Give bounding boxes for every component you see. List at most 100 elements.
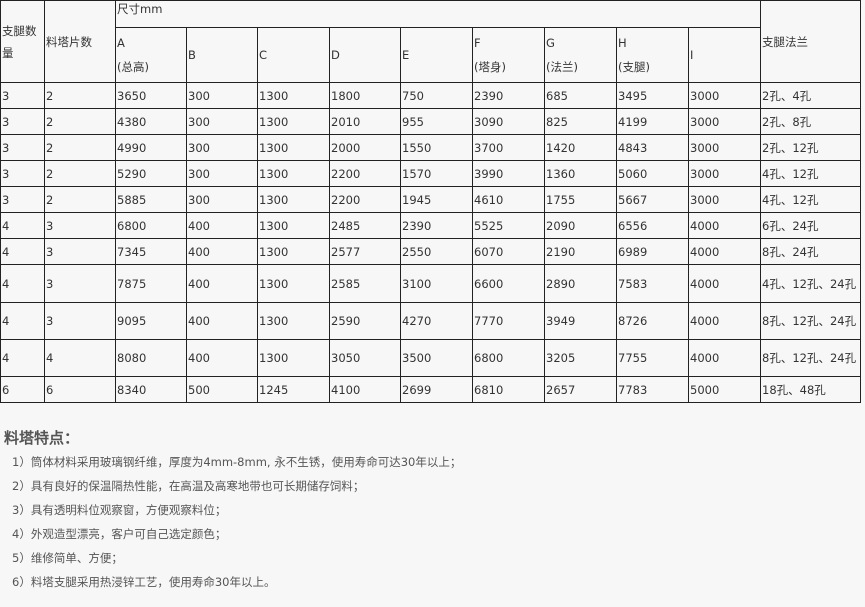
table-cell: 2890	[544, 264, 617, 303]
table-cell: 6600	[472, 264, 545, 303]
table-cell: 685	[544, 82, 617, 109]
table-cell: 3	[0, 108, 45, 135]
table-cell: 5060	[616, 160, 689, 187]
table-cell: 2200	[329, 186, 401, 213]
table-cell: 4孔、12孔、24孔	[760, 264, 862, 303]
table-cell: 2590	[329, 302, 401, 340]
table-row: 4 3 7875 400 1300 2585 3100 6600 2890 7583 4000 4孔、…	[0, 264, 862, 303]
table-cell: 2550	[400, 238, 473, 265]
table-row: 3 2 4380 300 1300 2010 955 3090 825 4199 3000 2孔、8孔	[0, 108, 862, 135]
table-cell: 3000	[687, 160, 762, 187]
column-letter: H	[618, 36, 627, 50]
header-cell: D	[329, 27, 401, 83]
table-cell: 1300	[257, 108, 330, 135]
column-letter: E	[402, 48, 410, 62]
table-cell: 8孔、12孔、24孔	[760, 302, 862, 340]
table-cell: 4000	[687, 212, 762, 239]
table-cell: 1300	[257, 339, 330, 377]
table-row: 4 4 8080 400 1300 3050 3500 6800 3205 7755 4000 8孔、…	[0, 339, 862, 377]
table-row: 3 2 5290 300 1300 2200 1570 3990 1360 5060 3000 4孔、…	[0, 160, 862, 187]
table-row: 3 2 4990 300 1300 2000 1550 3700 1420 4843 3000 2孔、…	[0, 134, 862, 161]
table-cell: 2孔、4孔	[760, 82, 862, 109]
table-cell: 6孔、24孔	[760, 212, 862, 239]
table-cell: 2190	[544, 238, 617, 265]
table-cell: 5667	[616, 186, 689, 213]
table-cell: 5290	[115, 160, 187, 187]
table-cell: 3000	[687, 108, 762, 135]
table-cell: 1755	[544, 186, 617, 213]
table-cell: 1420	[544, 134, 617, 161]
table-cell: 500	[186, 376, 258, 403]
table-cell: 2390	[400, 212, 473, 239]
table-cell: 4000	[687, 238, 762, 265]
table-cell: 1300	[257, 160, 330, 187]
table-row: 4 3 9095 400 1300 2590 4270 7770 3949 8726 4000 8孔、…	[0, 302, 862, 340]
table-cell: 1300	[257, 302, 330, 340]
table-cell: 7345	[115, 238, 187, 265]
table-cell: 3	[0, 134, 45, 161]
table-cell: 1550	[400, 134, 473, 161]
table-cell: 2孔、8孔	[760, 108, 862, 135]
table-row: 4 3 7345 400 1300 2577 2550 6070 2190 6989 4000 8孔、…	[0, 238, 862, 265]
table-cell: 1300	[257, 82, 330, 109]
header-cell: 料塔片数	[44, 0, 116, 83]
table-cell: 6	[44, 376, 116, 403]
table-cell: 2	[44, 108, 116, 135]
table-cell: 18孔、48孔	[760, 376, 862, 403]
table-cell: 1800	[329, 82, 401, 109]
table-cell: 3949	[544, 302, 617, 340]
table-row: 4 3 6800 400 1300 2485 2390 5525 2090 6556 4000 6孔、…	[0, 212, 862, 239]
table-cell: 3495	[616, 82, 689, 109]
header-cell: B	[186, 27, 258, 83]
feature-item: 4）外观造型漂亮，客户可自己选定颜色；	[12, 527, 227, 541]
table-cell: 8340	[115, 376, 187, 403]
table-cell: 9095	[115, 302, 187, 340]
table-cell: 7583	[616, 264, 689, 303]
table-cell: 2090	[544, 212, 617, 239]
table-cell: 4270	[400, 302, 473, 340]
table-cell: 4孔、12孔	[760, 186, 862, 213]
table-cell: 2	[44, 134, 116, 161]
table-cell: 3700	[472, 134, 545, 161]
table-cell: 3990	[472, 160, 545, 187]
header-cell: 支腿法兰	[760, 0, 862, 83]
table-cell: 3	[0, 82, 45, 109]
table-cell: 300	[186, 160, 258, 187]
table-cell: 1945	[400, 186, 473, 213]
header-cell: I	[687, 27, 762, 83]
table-cell: 300	[186, 108, 258, 135]
table-cell: 4	[0, 339, 45, 377]
header-cell: H (支腿)	[616, 27, 689, 83]
table-cell: 300	[186, 134, 258, 161]
table-cell: 400	[186, 212, 258, 239]
column-letter: B	[188, 48, 196, 62]
table-cell: 2390	[472, 82, 545, 109]
table-cell: 2孔、12孔	[760, 134, 862, 161]
column-note: (总高)	[117, 60, 149, 74]
table-cell: 4000	[687, 302, 762, 340]
table-cell: 3000	[687, 186, 762, 213]
header-cell: 支腿数量	[0, 0, 45, 83]
table-cell: 300	[186, 82, 258, 109]
header-cell: F (塔身)	[472, 27, 545, 83]
table-cell: 750	[400, 82, 473, 109]
table-cell: 2010	[329, 108, 401, 135]
table-cell: 5885	[115, 186, 187, 213]
table-row: 6 6 8340 500 1245 4100 2699 6810 2657 7783 5000 18孔…	[0, 376, 862, 403]
table-cell: 2657	[544, 376, 617, 403]
table-cell: 3100	[400, 264, 473, 303]
table-cell: 3090	[472, 108, 545, 135]
table-cell: 6800	[472, 339, 545, 377]
header-cell: C	[257, 27, 330, 83]
header-cell: 尺寸mm	[114, 0, 762, 28]
table-cell: 4	[0, 302, 45, 340]
table-cell: 400	[186, 339, 258, 377]
table-cell: 6556	[616, 212, 689, 239]
table-cell: 3	[44, 212, 116, 239]
table-cell: 4199	[616, 108, 689, 135]
table-cell: 3	[44, 264, 116, 303]
column-letter: A	[117, 36, 125, 50]
table-cell: 6070	[472, 238, 545, 265]
feature-item: 6）料塔支腿采用热浸锌工艺，使用寿命30年以上。	[12, 575, 276, 589]
